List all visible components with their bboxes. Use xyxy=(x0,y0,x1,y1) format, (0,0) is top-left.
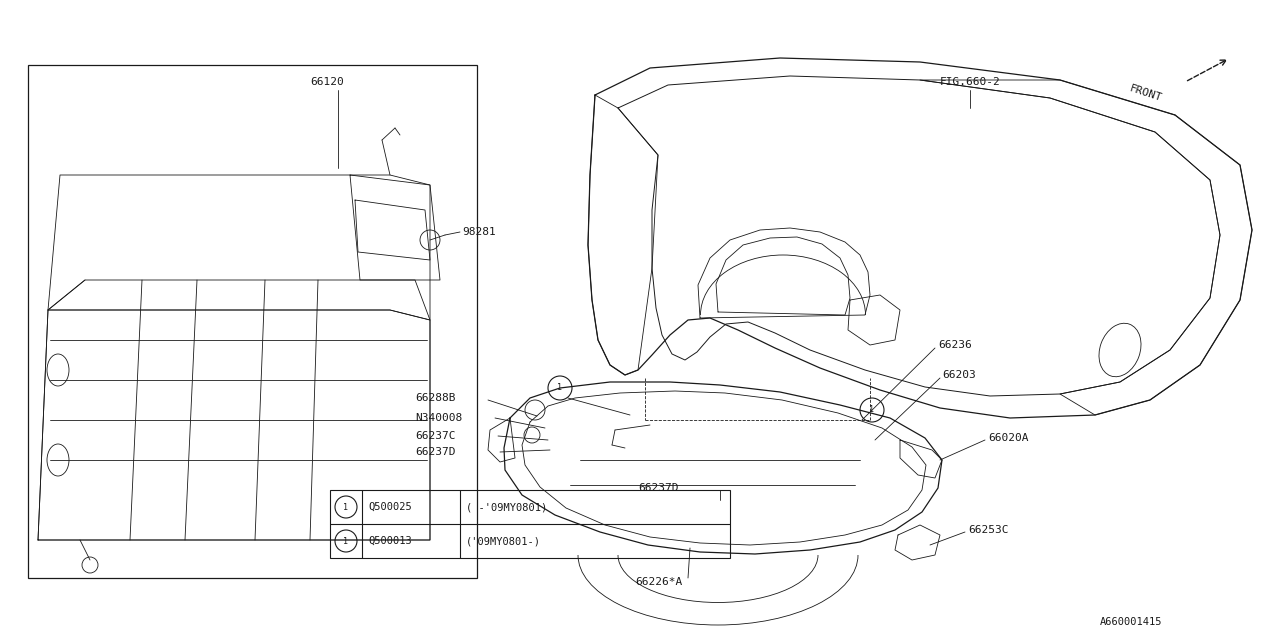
Text: 66253C: 66253C xyxy=(968,525,1009,535)
Text: FIG.660-2: FIG.660-2 xyxy=(940,77,1001,87)
Text: 1: 1 xyxy=(343,536,348,545)
Text: 66120: 66120 xyxy=(310,77,344,87)
Bar xyxy=(28,65,477,578)
Text: N340008: N340008 xyxy=(415,413,462,423)
Text: 66237D: 66237D xyxy=(415,447,456,457)
Text: Q500025: Q500025 xyxy=(369,502,412,512)
Bar xyxy=(330,490,730,558)
Text: 66237D: 66237D xyxy=(637,483,678,493)
Text: 66226*A: 66226*A xyxy=(635,577,682,587)
Text: 66203: 66203 xyxy=(942,370,975,380)
Text: 1: 1 xyxy=(343,502,348,511)
Text: 1: 1 xyxy=(558,383,562,392)
Text: 66288B: 66288B xyxy=(415,393,456,403)
Text: 66020A: 66020A xyxy=(988,433,1029,443)
Text: 98281: 98281 xyxy=(462,227,495,237)
Text: ( -'09MY0801): ( -'09MY0801) xyxy=(466,502,548,512)
Text: Q500013: Q500013 xyxy=(369,536,412,546)
Text: FRONT: FRONT xyxy=(1129,83,1164,103)
Text: ('09MY0801-): ('09MY0801-) xyxy=(466,536,541,546)
Text: A660001415: A660001415 xyxy=(1100,617,1162,627)
Text: 66236: 66236 xyxy=(938,340,972,350)
Text: 1: 1 xyxy=(869,406,874,415)
Text: 66237C: 66237C xyxy=(415,431,456,441)
